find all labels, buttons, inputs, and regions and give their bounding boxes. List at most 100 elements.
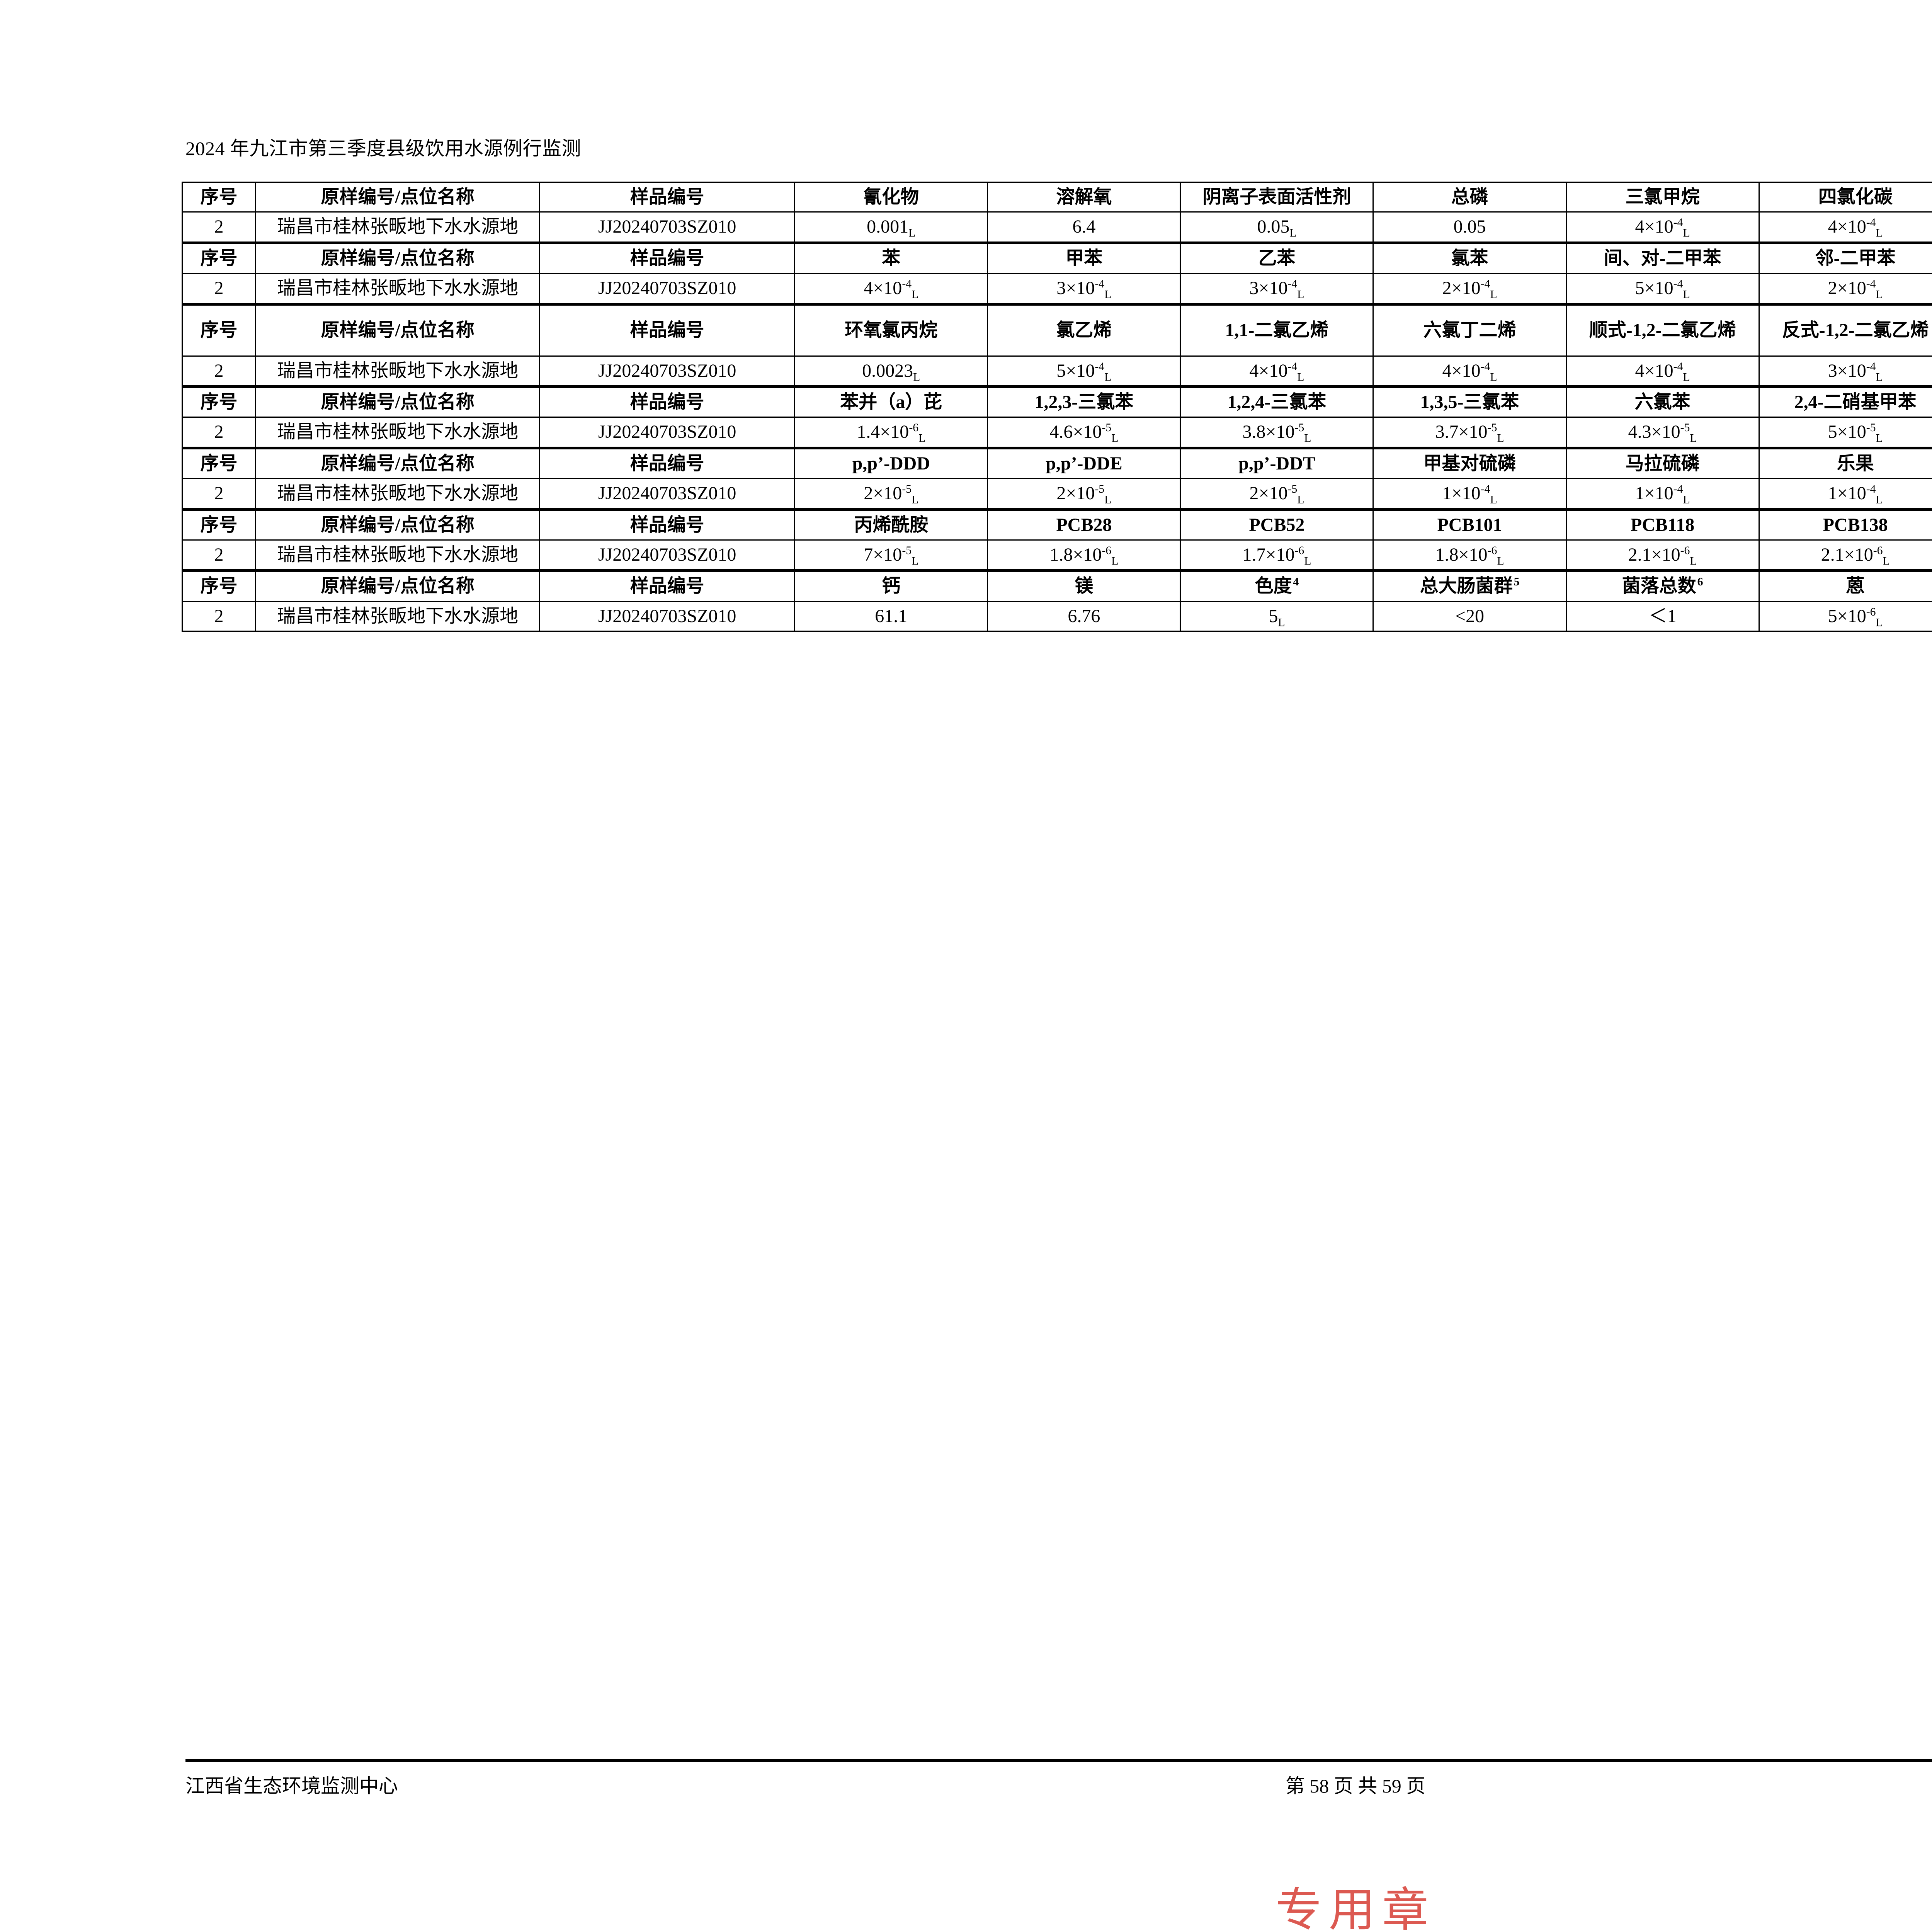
header-cell-sample-no: 样品编号 [540, 182, 795, 212]
cell-measurement-value: ＜1 [1566, 601, 1759, 631]
header-cell-parameter: 环氧氯丙烷 [795, 304, 988, 356]
header-cell-index: 序号 [182, 304, 256, 356]
header-cell-parameter: 溶解氧 [988, 182, 1180, 212]
header-cell-parameter: 甲基对硫磷 [1373, 448, 1566, 478]
report-title: 2024 年九江市第三季度县级饮用水源例行监测 [185, 133, 581, 161]
header-cell-parameter: 苯并（a）芘 [795, 387, 988, 417]
cell-measurement-value: 2.1×10-6L [1566, 540, 1759, 571]
header-cell-parameter: 苯 [795, 243, 988, 273]
header-cell-parameter: 六氯苯 [1566, 387, 1759, 417]
header-cell-index: 序号 [182, 571, 256, 601]
measurement-table: 序号原样编号/点位名称样品编号氰化物溶解氧阴离子表面活性剂总磷三氯甲烷四氯化碳三… [182, 182, 1932, 632]
header-cell-index: 序号 [182, 448, 256, 478]
cell-measurement-value: 5L [1180, 601, 1373, 631]
cell-sample-no: JJ20240703SZ010 [540, 274, 795, 304]
cell-index: 2 [182, 601, 256, 631]
cell-measurement-value: 2×10-4L [1759, 274, 1932, 304]
cell-measurement-value: 6.4 [988, 212, 1180, 243]
cell-measurement-value: 4×10-4L [1180, 356, 1373, 386]
header-cell-sample-point: 原样编号/点位名称 [256, 387, 540, 417]
cell-measurement-value: 4×10-4L [1373, 356, 1566, 386]
cell-measurement-value: 2×10-5L [988, 479, 1180, 509]
header-cell-parameter: 蒽 [1759, 571, 1932, 601]
cell-index: 2 [182, 356, 256, 386]
footer-organization: 江西省生态环境监测中心 [185, 1770, 398, 1798]
header-cell-sample-no: 样品编号 [540, 509, 795, 540]
cell-measurement-value: 3.7×10-5L [1373, 417, 1566, 448]
cell-sample-no: JJ20240703SZ010 [540, 601, 795, 631]
cell-sample-no: JJ20240703SZ010 [540, 540, 795, 571]
footer-page-number: 第 58 页 共 59 页 [1286, 1770, 1426, 1798]
cell-measurement-value: 61.1 [795, 601, 988, 631]
cell-measurement-value: 1.7×10-6L [1180, 540, 1373, 571]
header-cell-parameter: 甲苯 [988, 243, 1180, 273]
header-cell-sample-no: 样品编号 [540, 448, 795, 478]
header-cell-parameter: 四氯化碳 [1759, 182, 1932, 212]
header-cell-parameter: 反式-1,2-二氯乙烯 [1759, 304, 1932, 356]
cell-measurement-value: 5×10-6L [1759, 601, 1932, 631]
header-cell-parameter: p,p’-DDE [988, 448, 1180, 478]
header-cell-sample-no: 样品编号 [540, 243, 795, 273]
header-cell-parameter: PCB28 [988, 509, 1180, 540]
cell-sample-point: 瑞昌市桂林张畈地下水水源地 [256, 356, 540, 386]
cell-sample-point: 瑞昌市桂林张畈地下水水源地 [256, 212, 540, 243]
table-header-row: 序号原样编号/点位名称样品编号苯甲苯乙苯氯苯间、对-二甲苯邻-二甲苯二氯甲烷三溴… [182, 243, 1932, 273]
seal-watermark: 专用章 [1276, 1872, 1435, 1932]
cell-measurement-value: 3×10-4L [1759, 356, 1932, 386]
header-cell-parameter: 氰化物 [795, 182, 988, 212]
header-cell-parameter: PCB118 [1566, 509, 1759, 540]
cell-measurement-value: 0.0023L [795, 356, 988, 386]
header-cell-index: 序号 [182, 243, 256, 273]
cell-measurement-value: <20 [1373, 601, 1566, 631]
cell-measurement-value: 1×10-4L [1566, 479, 1759, 509]
cell-measurement-value: 3×10-4L [988, 274, 1180, 304]
cell-measurement-value: 0.05L [1180, 212, 1373, 243]
cell-measurement-value: 4×10-4L [1566, 212, 1759, 243]
header-cell-parameter: PCB52 [1180, 509, 1373, 540]
header-cell-parameter: 乙苯 [1180, 243, 1373, 273]
cell-measurement-value: 4×10-4L [1566, 356, 1759, 386]
cell-sample-point: 瑞昌市桂林张畈地下水水源地 [256, 417, 540, 448]
header-cell-parameter: PCB101 [1373, 509, 1566, 540]
table-header-row: 序号原样编号/点位名称样品编号钙镁色度4总大肠菌群5菌落总数6蒽苯并（b）荧蒽萘… [182, 571, 1932, 601]
header-cell-parameter: 顺式-1,2-二氯乙烯 [1566, 304, 1759, 356]
header-cell-parameter: 六氯丁二烯 [1373, 304, 1566, 356]
header-cell-sample-point: 原样编号/点位名称 [256, 571, 540, 601]
header-cell-parameter: 镁 [988, 571, 1180, 601]
cell-sample-no: JJ20240703SZ010 [540, 479, 795, 509]
header-cell-sample-point: 原样编号/点位名称 [256, 509, 540, 540]
cell-measurement-value: 0.001L [795, 212, 988, 243]
measurement-table-container: 序号原样编号/点位名称样品编号氰化物溶解氧阴离子表面活性剂总磷三氯甲烷四氯化碳三… [182, 182, 1932, 632]
cell-measurement-value: 1.8×10-6L [1373, 540, 1566, 571]
cell-measurement-value: 6.76 [988, 601, 1180, 631]
header-cell-parameter: 氯乙烯 [988, 304, 1180, 356]
header-cell-parameter: PCB138 [1759, 509, 1932, 540]
table-header-row: 序号原样编号/点位名称样品编号氰化物溶解氧阴离子表面活性剂总磷三氯甲烷四氯化碳三… [182, 182, 1932, 212]
header-cell-parameter: 间、对-二甲苯 [1566, 243, 1759, 273]
header-cell-parameter: 三氯甲烷 [1566, 182, 1759, 212]
cell-measurement-value: 2×10-5L [1180, 479, 1373, 509]
cell-measurement-value: 5×10-5L [1759, 417, 1932, 448]
cell-sample-no: JJ20240703SZ010 [540, 417, 795, 448]
cell-measurement-value: 2×10-5L [795, 479, 988, 509]
table-body: 序号原样编号/点位名称样品编号氰化物溶解氧阴离子表面活性剂总磷三氯甲烷四氯化碳三… [182, 182, 1932, 631]
cell-sample-point: 瑞昌市桂林张畈地下水水源地 [256, 601, 540, 631]
header-cell-parameter: 阴离子表面活性剂 [1180, 182, 1373, 212]
header-cell-sample-point: 原样编号/点位名称 [256, 448, 540, 478]
header-cell-parameter: 1,2,4-三氯苯 [1180, 387, 1373, 417]
cell-measurement-value: 4.6×10-5L [988, 417, 1180, 448]
header-cell-parameter: p,p’-DDD [795, 448, 988, 478]
cell-index: 2 [182, 540, 256, 571]
cell-sample-point: 瑞昌市桂林张畈地下水水源地 [256, 274, 540, 304]
cell-index: 2 [182, 417, 256, 448]
